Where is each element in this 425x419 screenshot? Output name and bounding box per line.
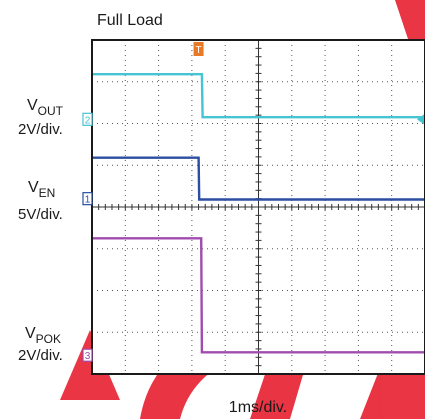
plot-frame — [91, 39, 425, 375]
watermark-stroke — [60, 330, 120, 400]
vout-scale: 2V/div. — [18, 121, 63, 138]
trigger-marker: T — [193, 42, 204, 56]
vout-label: VOUT — [27, 97, 64, 118]
x-axis-label: 1ms/div. — [229, 399, 287, 416]
traces — [92, 72, 425, 354]
vout-trace — [92, 72, 425, 119]
channel-2-marker: 2 — [82, 112, 93, 126]
vout-name: V — [27, 97, 38, 114]
channel-markers: 2 1 3 T — [82, 42, 424, 362]
channel-marker-box — [82, 112, 93, 126]
vpok-subscript: POK — [36, 332, 61, 346]
vpok-name: V — [25, 325, 36, 342]
channel-marker-number: 2 — [85, 115, 91, 126]
ven-trace — [92, 156, 425, 201]
channel-marker-box — [82, 192, 93, 206]
channel-3-marker: 3 — [82, 348, 93, 362]
channel-marker-number: 1 — [85, 195, 91, 206]
channel-marker-box — [82, 348, 93, 362]
vpok-trace — [92, 237, 425, 354]
ven-name: V — [28, 179, 39, 196]
vpok-scale: 2V/div. — [18, 347, 63, 364]
ven-label: VEN — [28, 179, 55, 200]
ven-subscript: EN — [39, 186, 56, 200]
chart-title: Full Load — [97, 12, 163, 29]
channel-marker-number: 3 — [85, 351, 91, 362]
vout-subscript: OUT — [38, 104, 64, 118]
vout-edge-arrow — [417, 114, 424, 125]
vpok-label: VPOK — [25, 325, 61, 346]
channel-1-marker: 1 — [82, 192, 93, 206]
trigger-marker-label: T — [196, 45, 202, 56]
trigger-marker-box — [193, 42, 204, 56]
ven-scale: 5V/div. — [18, 206, 63, 223]
graticule — [91, 39, 425, 375]
